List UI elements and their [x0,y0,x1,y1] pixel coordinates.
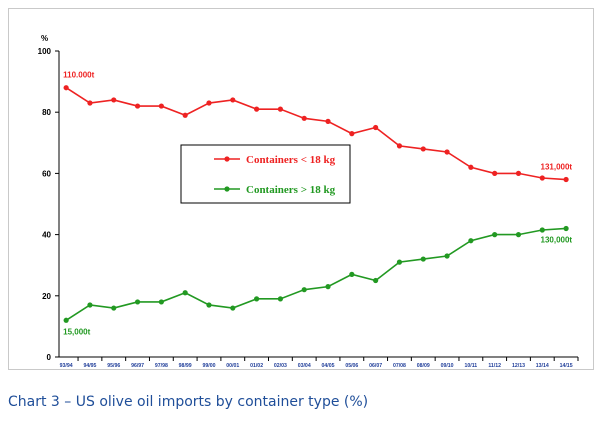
series-0-point [396,143,403,149]
data-annotation: 15,000t [63,327,90,336]
series-1-point [87,302,93,308]
legend-label-0: Containers < 18 kg [246,154,336,166]
x-tick-label: 11/12 [488,363,501,369]
series-1-point [63,317,69,323]
series-1-point [254,296,260,302]
y-tick-label: 80 [42,108,51,117]
x-tick-label: 96/97 [131,363,144,369]
legend-label-1: Containers > 18 kg [246,184,336,196]
series-1-point [420,256,426,262]
x-tick-label: 07/08 [393,363,406,369]
x-tick-label: 94/95 [83,363,96,369]
series-0-point [468,164,474,170]
series-1-point [158,299,164,305]
data-annotation: 130,000t [541,235,573,244]
x-tick-label: 12/13 [512,363,525,369]
series-1-point [539,227,545,233]
series-0-point [515,170,522,176]
legend-box [180,144,351,204]
series-1-point [111,305,117,311]
series-0-point [420,146,426,152]
series-0-point [301,115,307,121]
y-tick-label: 60 [42,169,51,178]
series-0-point [349,131,355,137]
x-tick-label: 95/96 [107,363,120,369]
x-tick-label: 93/94 [60,363,73,369]
series-1-point [515,232,522,238]
series-0-point [277,106,284,112]
series-1-point [373,277,379,284]
series-1-point [325,284,331,290]
y-axis-unit-label: % [41,34,48,43]
series-0-point [134,103,141,109]
x-tick-label: 98/99 [179,363,192,369]
x-tick-label: 05/06 [345,363,358,369]
series-1-point [468,238,474,244]
series-1-point [563,225,569,232]
series-1-point [182,290,188,296]
legend-swatch-marker-0 [224,156,230,162]
axes: % 0 20 40 60 80 100 93/94 94/95 95/96 96/97 97/98 98… [38,34,579,369]
series-1-point [134,299,141,305]
series-0-point [325,118,331,124]
series-0-point [230,97,236,103]
x-tick-label: 06/07 [369,363,382,369]
y-tick-label: 40 [42,231,51,240]
series-1-point [444,253,450,259]
series-0-point [63,85,69,91]
x-tick-label: 01/02 [250,363,263,369]
series-1-point [206,302,212,308]
series-1-point [349,271,355,277]
series-0-point [87,100,93,106]
y-tick-label: 100 [38,47,52,56]
x-tick-label: 09/10 [441,363,454,369]
legend-swatch-marker-1 [224,186,230,192]
series-0-point [111,97,117,103]
series-0-point [182,112,188,118]
data-annotation: 131,000t [541,163,573,172]
x-tick-label: 00/01 [226,363,239,369]
y-tick-label: 0 [47,353,52,362]
series-0-point [206,100,212,106]
x-tick-label: 99/00 [202,363,215,369]
series-0-point [492,170,498,176]
series-0-point [444,149,450,155]
series-0-point [158,103,164,109]
series-1-point [396,259,403,265]
x-tick-label: 02/03 [274,363,287,369]
series-1-point [492,232,498,238]
series-1-point [230,305,236,311]
series-layer [63,85,569,323]
x-tick-label: 97/98 [155,363,168,369]
data-annotation: 110.000t [63,71,94,80]
series-1-point [277,296,284,302]
series-0-point [254,106,260,112]
legend: Containers < 18 kg Containers > 18 kg [180,144,351,204]
chart-caption: Chart 3 – US olive oil imports by contai… [8,394,369,410]
x-tick-label: 10/11 [465,363,478,369]
x-tick-label: 14/15 [560,363,573,369]
x-tick-label: 04/05 [322,363,335,369]
x-tick-label: 03/04 [298,363,311,369]
series-line-1 [65,227,567,321]
series-line-0 [65,87,567,181]
series-0-point [563,176,569,183]
y-tick-label: 20 [42,292,51,301]
series-0-point [539,175,545,181]
line-chart: % 0 20 40 60 80 100 93/94 94/95 95/96 96/97 97/98 98… [38,34,579,369]
annotations: 110.000t 131,000t 15,000t 130,000t [63,71,572,337]
x-tick-label: 08/09 [417,363,430,369]
x-tick-label: 13/14 [536,363,549,369]
series-0-point [373,124,379,131]
series-1-point [301,287,307,293]
